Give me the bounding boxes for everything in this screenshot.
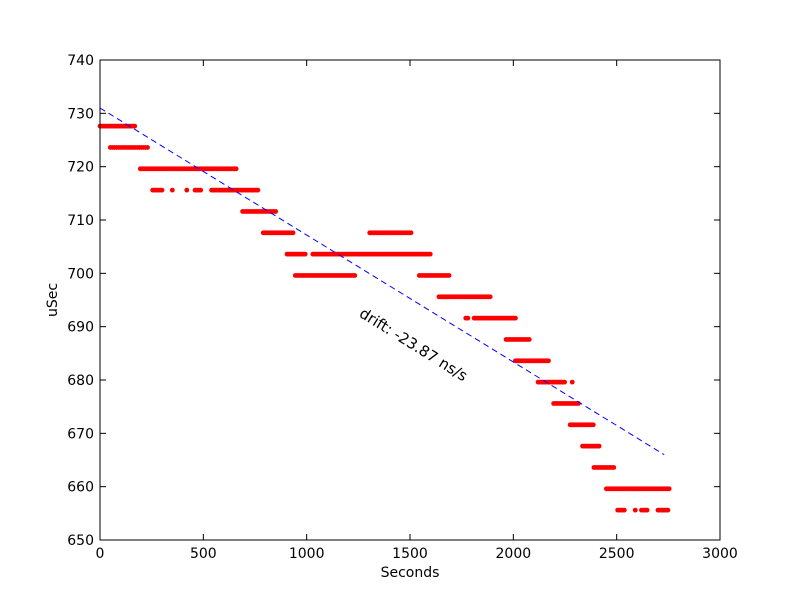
- y-axis-label: uSec: [45, 283, 61, 317]
- data-point: [632, 507, 638, 513]
- data-point: [569, 379, 575, 385]
- fit-line-layer: [99, 107, 665, 456]
- ticks: 0 500 1000 1500 2000 2500 3000 650 660 670 680 690 7…: [67, 53, 738, 562]
- y-tick-label: 740: [67, 53, 94, 69]
- data-point: [526, 337, 532, 342]
- data-point: [665, 507, 671, 513]
- x-tick-label: 0: [96, 546, 105, 562]
- data-point: [465, 315, 471, 321]
- y-tick-label: 680: [67, 373, 94, 389]
- data-point: [169, 187, 175, 193]
- y-tick-label: 690: [67, 320, 94, 336]
- data-point: [427, 251, 433, 257]
- data-point: [233, 166, 239, 172]
- data-point: [302, 251, 308, 257]
- data-point: [590, 422, 596, 428]
- data-point: [446, 273, 452, 278]
- data-point: [408, 230, 414, 236]
- data-point: [666, 486, 672, 492]
- data-point: [546, 358, 551, 364]
- data-point: [132, 123, 138, 129]
- data-point: [644, 507, 650, 513]
- y-tick-label: 700: [67, 266, 94, 282]
- x-tick-label: 1500: [392, 546, 428, 562]
- y-tick-label: 730: [67, 106, 94, 122]
- data-point: [198, 187, 204, 193]
- x-tick-label: 1000: [289, 546, 325, 562]
- data-point: [513, 315, 518, 321]
- data-point: [352, 273, 358, 278]
- x-axis-label: Seconds: [381, 565, 440, 581]
- data-point: [596, 443, 602, 449]
- data-point: [290, 230, 296, 236]
- data-point: [145, 145, 150, 150]
- x-tick-label: 500: [190, 546, 217, 562]
- y-tick-label: 660: [67, 480, 94, 496]
- data-point: [562, 379, 567, 385]
- y-tick-label: 710: [67, 213, 94, 229]
- x-tick-label: 3000: [702, 546, 738, 562]
- x-tick-label: 2500: [599, 546, 635, 562]
- data-points: [97, 123, 672, 513]
- x-tick-label: 2000: [496, 546, 532, 562]
- data-point: [255, 187, 261, 193]
- data-point: [273, 209, 279, 214]
- drift-annotation: drift: -23.87 ns/s: [356, 304, 471, 385]
- data-point: [487, 294, 493, 300]
- plot-frame: [99, 59, 721, 541]
- y-tick-label: 650: [67, 533, 94, 549]
- y-tick-label: 720: [67, 160, 94, 176]
- data-point: [159, 187, 165, 193]
- y-tick-label: 670: [67, 426, 94, 442]
- data-point: [621, 507, 627, 513]
- axes: [99, 59, 721, 541]
- data-point: [611, 465, 617, 470]
- fit-line: [99, 107, 665, 456]
- data-point: [184, 187, 190, 193]
